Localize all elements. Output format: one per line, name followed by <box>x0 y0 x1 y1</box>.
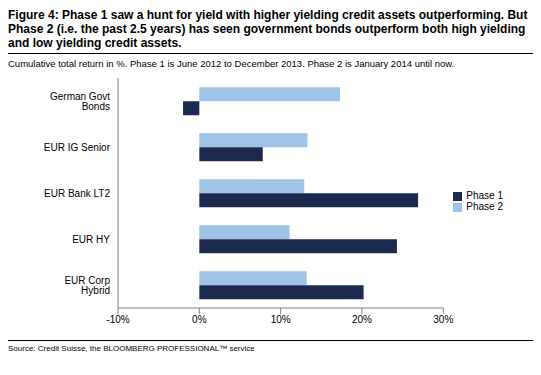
html-text:Figure 4: Phase 1 saw a hunt f: Figure 4: Phase 1 saw a hunt for yield w… <box>8 8 528 50</box>
svg-text:30%: 30% <box>433 314 453 325</box>
svg-text:EUR IG Senior: EUR IG Senior <box>44 142 111 153</box>
svg-text:EUR HY: EUR HY <box>72 234 110 245</box>
html-text:Source: Credit Suisse, the BLO: Source: Credit Suisse, the BLOOMBERG PRO… <box>8 344 255 353</box>
svg-text:-10%: -10% <box>106 314 129 325</box>
svg-text:EUR CorpHybrid: EUR CorpHybrid <box>64 275 110 296</box>
svg-text:20%: 20% <box>352 314 372 325</box>
html-text:Phase 2: Phase 2 <box>466 201 503 212</box>
html-text:Cumulative total return in %.: Cumulative total return in %. Phase 1 is… <box>8 58 455 69</box>
svg-text:German GovtBonds: German GovtBonds <box>50 91 110 112</box>
svg-text:10%: 10% <box>271 314 291 325</box>
svg-text:EUR Bank LT2: EUR Bank LT2 <box>44 188 110 199</box>
svg-text:0%: 0% <box>192 314 207 325</box>
html-text:Phase 1: Phase 1 <box>466 190 503 201</box>
